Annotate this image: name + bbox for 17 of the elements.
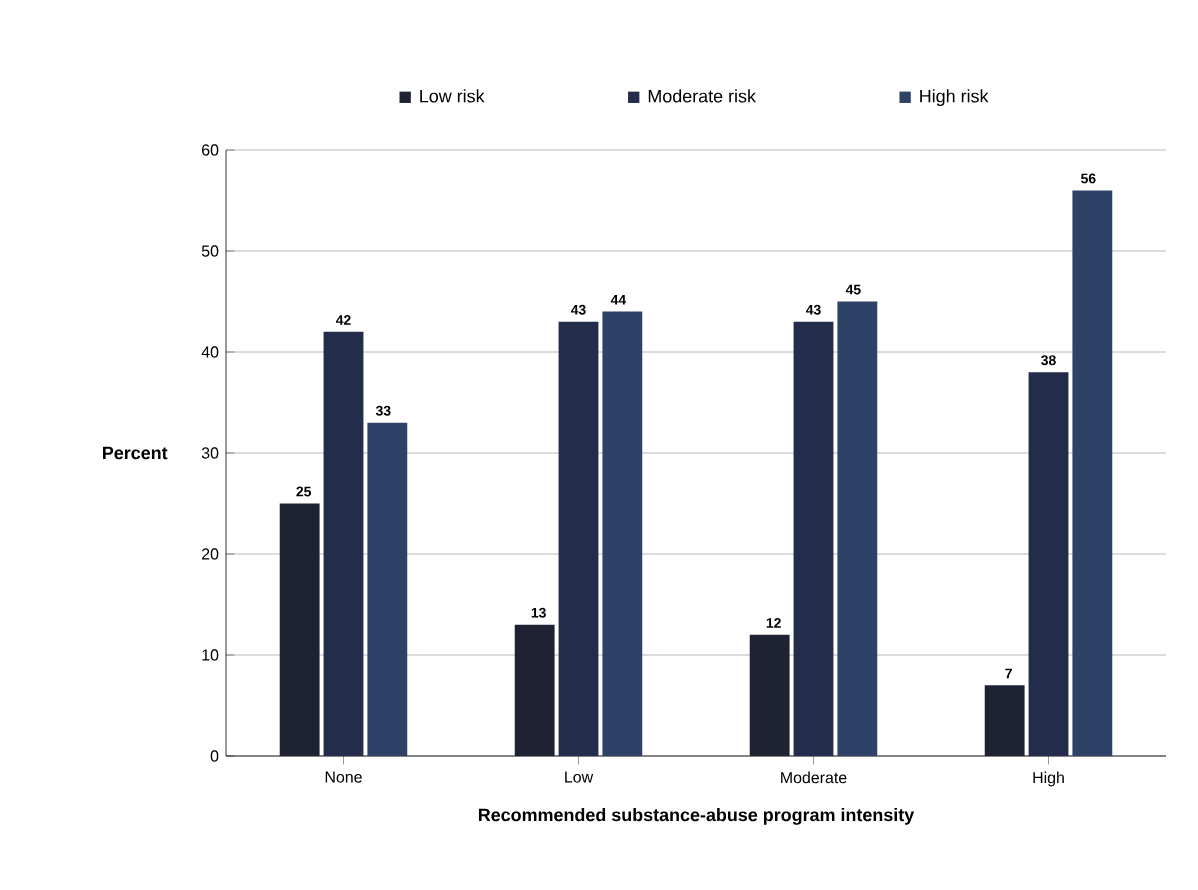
bar — [323, 331, 364, 756]
bar — [514, 624, 555, 756]
bar — [279, 503, 320, 756]
bar — [558, 321, 599, 756]
bar — [1072, 190, 1113, 756]
bar — [1028, 372, 1069, 756]
bar — [749, 634, 790, 756]
legend-label: Moderate risk — [648, 89, 756, 103]
bar — [367, 422, 408, 756]
bar — [602, 311, 643, 756]
legend-label: High risk — [920, 89, 989, 107]
bar — [793, 321, 834, 756]
y-axis-title: Percent — [103, 446, 168, 460]
x-axis-title: Recommended substance-abuse program intensity — [478, 808, 915, 825]
bar — [837, 301, 878, 756]
bar — [984, 685, 1025, 756]
legend-label: Low risk — [420, 89, 485, 103]
